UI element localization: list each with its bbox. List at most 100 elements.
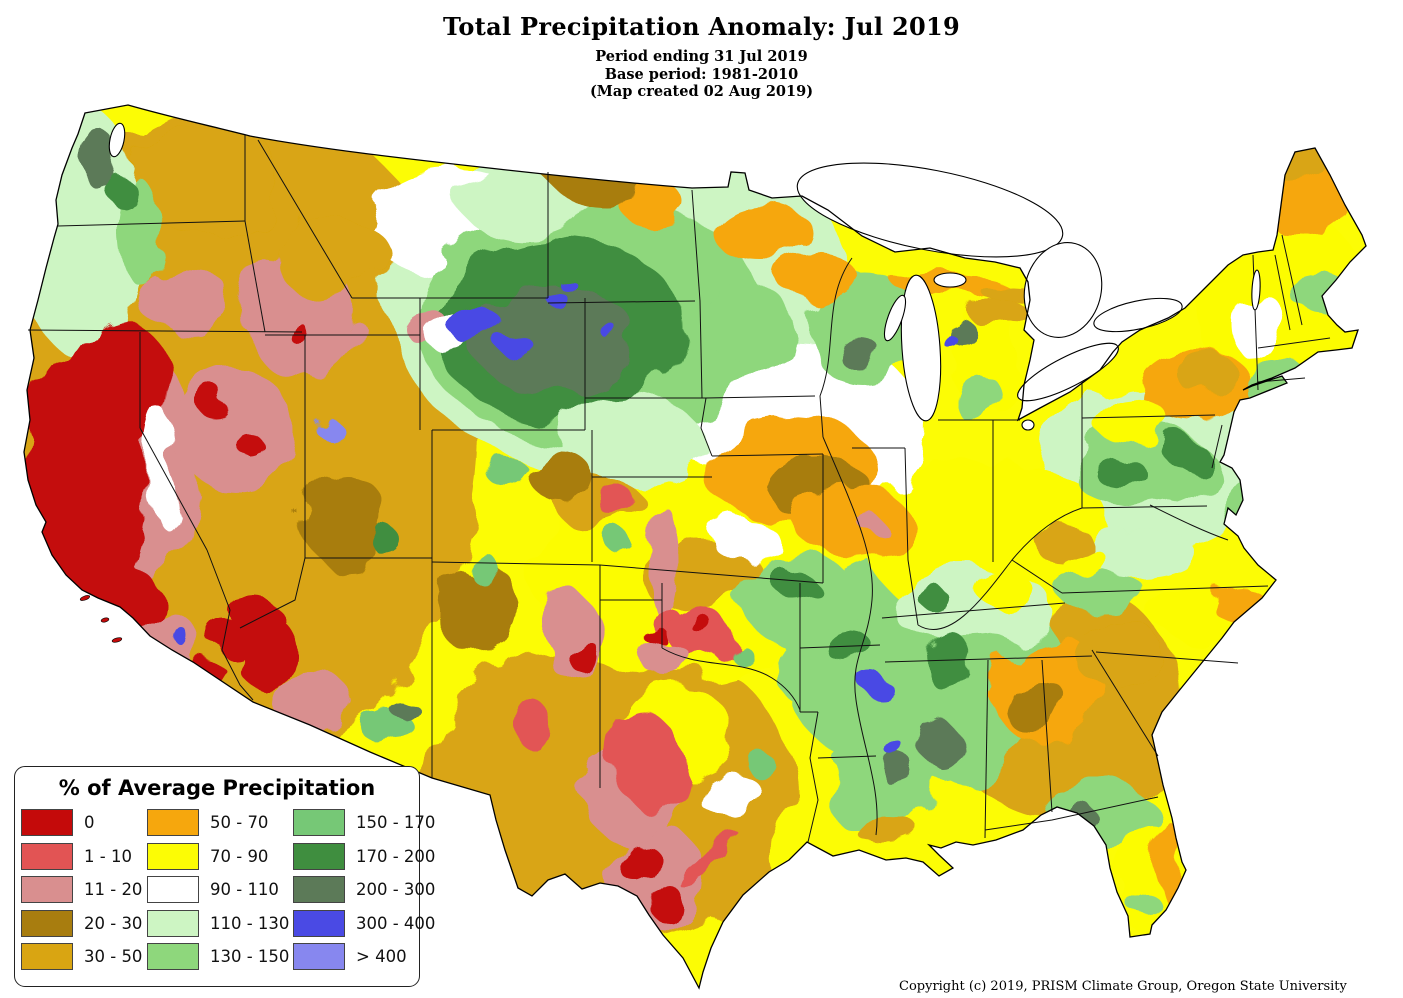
anomaly-patch xyxy=(375,532,405,558)
anomaly-patch xyxy=(565,631,591,669)
anomaly-patch xyxy=(1264,135,1332,181)
legend-title: % of Average Precipitation xyxy=(58,776,376,800)
anomaly-patch xyxy=(558,398,702,482)
legend-entry: 50 - 70 xyxy=(147,809,293,837)
anomaly-patch xyxy=(971,568,1029,602)
legend-entry: 200 - 300 xyxy=(293,876,436,904)
anomaly-patch xyxy=(198,392,232,418)
legend-swatch xyxy=(21,809,73,837)
anomaly-raster xyxy=(24,105,1366,945)
anomaly-patch xyxy=(515,699,549,749)
legend-entry: 11 - 20 xyxy=(21,876,147,904)
anomaly-patch xyxy=(780,257,860,303)
anomaly-patch xyxy=(793,484,907,556)
anomaly-patch xyxy=(1238,293,1286,367)
legend-label: 70 - 90 xyxy=(210,846,269,866)
legend-label: 90 - 110 xyxy=(210,880,279,900)
anomaly-patch xyxy=(1073,623,1167,687)
legend-label: 130 - 150 xyxy=(210,947,290,967)
anomaly-patch xyxy=(615,716,681,808)
anomaly-patch xyxy=(693,767,757,813)
anomaly-patch xyxy=(694,619,716,637)
anomaly-patch xyxy=(616,835,654,881)
anomaly-patch xyxy=(453,311,507,349)
map-title: Total Precipitation Anomaly: Jul 2019 xyxy=(443,12,960,41)
anomaly-patch xyxy=(458,164,582,236)
anomaly-patch xyxy=(1003,675,1067,735)
anomaly-patch xyxy=(950,370,1000,420)
anomaly-patch xyxy=(927,636,977,694)
legend-entry: 300 - 400 xyxy=(293,909,435,937)
legend-swatch xyxy=(147,909,199,937)
green-bay xyxy=(883,294,907,342)
legend-swatch xyxy=(21,943,73,971)
legend-label: 1 - 10 xyxy=(84,846,132,866)
anomaly-patch xyxy=(548,292,568,308)
legend-label: 170 - 200 xyxy=(356,846,436,866)
anomaly-patch xyxy=(678,837,746,887)
lake-ontario xyxy=(1093,297,1183,333)
legend-label: 20 - 30 xyxy=(84,913,143,933)
legend-entry: 1 - 10 xyxy=(21,842,147,870)
anomaly-patch xyxy=(1246,369,1334,411)
anomaly-patch xyxy=(174,626,186,644)
anomaly-patch xyxy=(881,758,919,786)
anomaly-patch xyxy=(112,180,138,210)
anomaly-patch xyxy=(915,584,945,606)
anomaly-patch xyxy=(1065,550,1111,580)
legend-label: 0 xyxy=(84,813,95,833)
anomaly-patch xyxy=(1083,531,1197,579)
legend-swatch xyxy=(21,909,73,937)
map-subtitle-base-period: Base period: 1981-2010 xyxy=(604,65,799,83)
legend: % of Average Precipitation 0 1 - 10 11 - 2… xyxy=(14,766,435,987)
anomaly-patch xyxy=(529,450,591,500)
anomaly-patch xyxy=(557,275,573,289)
anomaly-patch xyxy=(150,413,180,527)
legend-swatch xyxy=(21,876,73,904)
anomaly-patch xyxy=(233,609,291,687)
anomaly-patch xyxy=(601,325,619,339)
anomaly-patch xyxy=(713,518,777,562)
anomaly-patch xyxy=(387,694,413,716)
legend-entry: 20 - 30 xyxy=(21,909,147,937)
legend-swatch xyxy=(293,943,345,971)
map-subtitle-created: (Map created 02 Aug 2019) xyxy=(589,83,814,100)
anomaly-patch xyxy=(438,563,522,657)
legend-swatch xyxy=(21,842,73,870)
anomaly-patch xyxy=(600,481,630,519)
anomaly-patch xyxy=(1061,575,1149,615)
anomaly-patch xyxy=(137,270,233,330)
legend-label: > 400 xyxy=(356,947,407,967)
anomaly-patch xyxy=(548,148,652,202)
legend-label: 200 - 300 xyxy=(356,880,436,900)
anomaly-patch xyxy=(1250,223,1330,273)
legend-entry: 70 - 90 xyxy=(147,842,293,870)
legend-swatch xyxy=(147,842,199,870)
copyright-text: Copyright (c) 2019, PRISM Climate Group,… xyxy=(899,979,1347,994)
anomaly-patch xyxy=(654,884,682,926)
legend-label: 30 - 50 xyxy=(84,947,143,967)
anomaly-patch xyxy=(851,506,873,524)
anomaly-patch xyxy=(773,624,887,712)
puget-sound xyxy=(108,122,126,158)
anomaly-patch xyxy=(647,504,677,616)
anomaly-patch xyxy=(888,568,1052,642)
anomaly-patch xyxy=(837,335,879,369)
anomaly-patch xyxy=(975,275,1025,295)
anomaly-patch xyxy=(609,534,635,556)
anomaly-patch xyxy=(1159,434,1201,462)
anomaly-patch xyxy=(272,213,388,297)
legend-entry: 0 xyxy=(21,809,147,837)
anomaly-patch xyxy=(135,125,285,235)
anomaly-patch xyxy=(1123,885,1153,911)
header: Total Precipitation Anomaly: Jul 2019 Pe… xyxy=(0,12,1403,101)
legend-label: 150 - 170 xyxy=(356,813,436,833)
anomaly-patch xyxy=(649,629,671,651)
anomaly-patch xyxy=(1093,396,1167,444)
legend-entry: > 400 xyxy=(293,943,435,971)
legend-swatch xyxy=(293,842,345,870)
anomaly-patch xyxy=(743,751,773,773)
anomaly-patch xyxy=(268,671,352,729)
